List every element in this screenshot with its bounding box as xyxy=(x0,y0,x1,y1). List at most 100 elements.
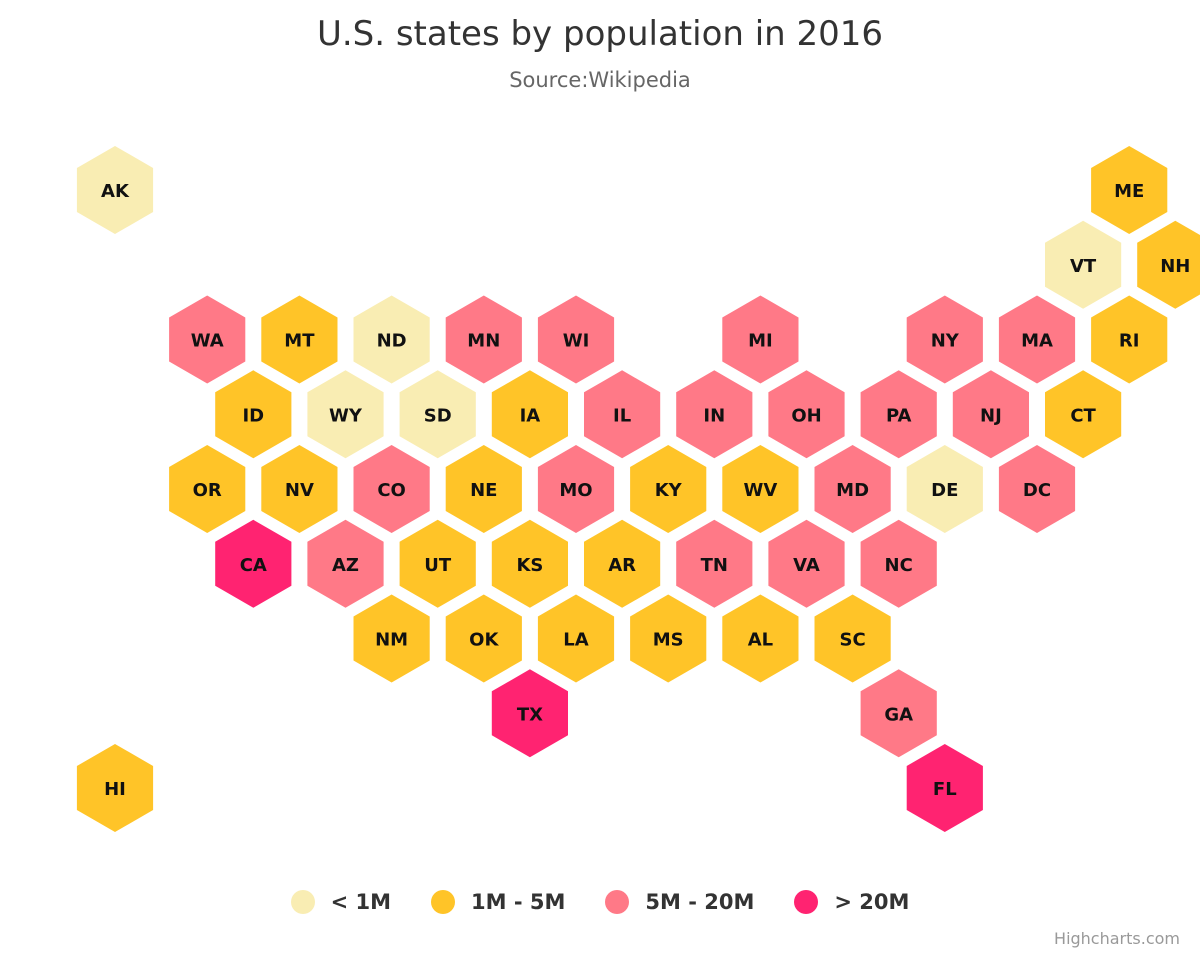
state-label-id: ID xyxy=(242,405,264,426)
legend-item-1m-5m[interactable]: 1M - 5M xyxy=(431,890,565,914)
state-hex-ar xyxy=(584,519,661,608)
state-tile-nc[interactable]: NC xyxy=(860,519,937,608)
legend-item-5m-20m[interactable]: 5M - 20M xyxy=(605,890,754,914)
state-label-in: IN xyxy=(703,405,725,426)
state-tile-md[interactable]: MD xyxy=(814,445,891,533)
state-hex-or xyxy=(169,445,246,533)
state-tile-ia[interactable]: IA xyxy=(491,370,568,459)
state-tile-sc[interactable]: SC xyxy=(814,594,891,683)
state-label-ct: CT xyxy=(1070,405,1096,426)
state-tile-id[interactable]: ID xyxy=(215,370,292,459)
state-tile-ri[interactable]: RI xyxy=(1091,295,1168,384)
state-tile-az[interactable]: AZ xyxy=(307,519,384,608)
state-tile-la[interactable]: LA xyxy=(537,594,615,683)
state-label-wa: WA xyxy=(191,331,224,352)
state-label-la: LA xyxy=(563,630,588,651)
state-tile-ak[interactable]: AK xyxy=(76,146,154,234)
state-hex-la xyxy=(537,594,615,683)
state-tile-mt[interactable]: MT xyxy=(261,295,338,384)
legend-label: > 20M xyxy=(834,890,910,914)
credits-link[interactable]: Highcharts.com xyxy=(1054,929,1180,948)
legend-label: 5M - 20M xyxy=(645,890,755,914)
state-tile-in[interactable]: IN xyxy=(676,370,753,459)
state-tile-ct[interactable]: CT xyxy=(1045,370,1122,459)
state-tile-fl[interactable]: FL xyxy=(906,744,983,832)
state-label-or: OR xyxy=(193,480,222,501)
state-tile-mo[interactable]: MO xyxy=(537,445,615,533)
state-tile-wy[interactable]: WY xyxy=(307,370,384,459)
state-tile-ky[interactable]: KY xyxy=(630,445,707,533)
legend: < 1M 1M - 5M 5M - 20M > 20M xyxy=(0,890,1200,914)
state-hex-fl xyxy=(906,744,983,832)
state-tile-il[interactable]: IL xyxy=(584,370,661,459)
state-tile-oh[interactable]: OH xyxy=(768,370,845,459)
state-tile-or[interactable]: OR xyxy=(169,445,246,533)
state-tile-nv[interactable]: NV xyxy=(261,445,338,533)
state-tile-nh[interactable]: NH xyxy=(1137,220,1200,309)
state-tile-va[interactable]: VA xyxy=(768,519,845,608)
state-tile-nj[interactable]: NJ xyxy=(952,370,1029,459)
state-label-nj: NJ xyxy=(980,405,1002,426)
state-tile-ok[interactable]: OK xyxy=(445,594,522,683)
state-tile-wa[interactable]: WA xyxy=(169,295,246,384)
state-tile-nm[interactable]: NM xyxy=(353,594,430,683)
chart-title: U.S. states by population in 2016 xyxy=(316,14,884,54)
state-label-mt: MT xyxy=(284,331,315,352)
state-hex-ct xyxy=(1045,370,1122,459)
state-hex-me xyxy=(1091,146,1168,234)
legend-swatch-5m-20m xyxy=(605,890,630,914)
state-tile-vt[interactable]: VT xyxy=(1045,220,1122,309)
state-label-co: CO xyxy=(377,480,406,501)
state-hex-ak xyxy=(76,146,154,234)
state-tile-ma[interactable]: MA xyxy=(998,295,1076,384)
state-label-ga: GA xyxy=(884,704,913,725)
state-tile-mi[interactable]: MI xyxy=(722,295,799,384)
state-tile-ny[interactable]: NY xyxy=(906,295,983,384)
legend-label: 1M - 5M xyxy=(471,890,566,914)
state-tile-dc[interactable]: DC xyxy=(998,445,1076,533)
state-tile-hi[interactable]: HI xyxy=(76,744,154,832)
state-tile-me[interactable]: ME xyxy=(1091,146,1168,234)
legend-item-lt-1m[interactable]: < 1M xyxy=(290,890,391,914)
state-hex-wi xyxy=(537,295,615,384)
state-hex-mn xyxy=(445,295,522,384)
state-tile-co[interactable]: CO xyxy=(353,445,430,533)
state-label-nv: NV xyxy=(285,480,314,501)
state-hex-sc xyxy=(814,594,891,683)
state-hex-ut xyxy=(399,519,476,608)
state-tile-ks[interactable]: KS xyxy=(491,519,568,608)
state-hex-co xyxy=(353,445,430,533)
legend-item-gt-20m[interactable]: > 20M xyxy=(794,890,909,914)
state-hex-nj xyxy=(952,370,1029,459)
state-tile-ar[interactable]: AR xyxy=(584,519,661,608)
state-tile-tn[interactable]: TN xyxy=(676,519,753,608)
state-tile-ca[interactable]: CA xyxy=(215,519,292,608)
state-hex-dc xyxy=(998,445,1076,533)
state-tile-wi[interactable]: WI xyxy=(537,295,615,384)
state-tile-mn[interactable]: MN xyxy=(445,295,522,384)
state-hex-nm xyxy=(353,594,430,683)
state-tile-ne[interactable]: NE xyxy=(445,445,522,533)
state-tile-pa[interactable]: PA xyxy=(860,370,937,459)
state-label-ks: KS xyxy=(516,555,543,576)
state-label-nd: ND xyxy=(377,331,407,352)
state-tile-al[interactable]: AL xyxy=(722,594,799,683)
state-tile-sd[interactable]: SD xyxy=(399,370,476,459)
state-label-wy: WY xyxy=(329,405,363,426)
tilemap-plot: AK ME VT NH WA MT ND MN WI MI NY MA RI ID WY SD IA IL IN OH… xyxy=(76,146,1200,832)
state-hex-ia xyxy=(491,370,568,459)
state-hex-tn xyxy=(676,519,753,608)
state-hex-il xyxy=(584,370,661,459)
state-tile-nd[interactable]: ND xyxy=(353,295,430,384)
state-label-ma: MA xyxy=(1021,331,1053,352)
state-hex-sd xyxy=(399,370,476,459)
state-tile-tx[interactable]: TX xyxy=(491,669,568,758)
state-tile-ms[interactable]: MS xyxy=(630,594,707,683)
state-label-ia: IA xyxy=(520,405,541,426)
state-tile-wv[interactable]: WV xyxy=(722,445,799,533)
state-hex-wa xyxy=(169,295,246,384)
state-tile-de[interactable]: DE xyxy=(906,445,983,533)
state-tile-ut[interactable]: UT xyxy=(399,519,476,608)
state-hex-ny xyxy=(906,295,983,384)
state-tile-ga[interactable]: GA xyxy=(860,669,937,758)
